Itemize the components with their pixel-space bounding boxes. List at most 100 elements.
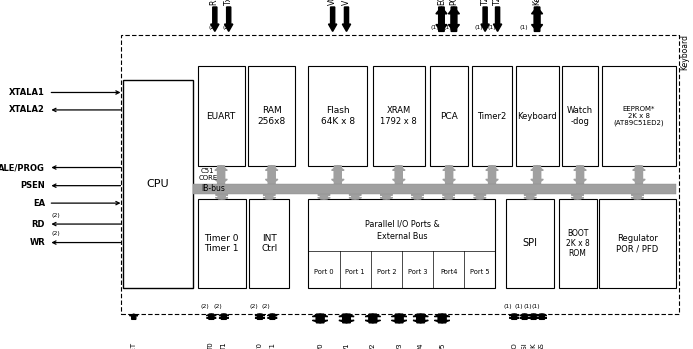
Text: (1): (1) bbox=[504, 304, 512, 309]
Text: Port4: Port4 bbox=[440, 269, 457, 275]
Text: (1): (1) bbox=[475, 25, 483, 30]
Text: (2): (2) bbox=[52, 213, 61, 218]
Bar bbox=[516, 66, 559, 166]
FancyArrow shape bbox=[263, 194, 276, 199]
FancyArrow shape bbox=[365, 314, 380, 323]
FancyArrow shape bbox=[207, 314, 216, 319]
Text: RD: RD bbox=[32, 220, 45, 229]
Text: (1): (1) bbox=[444, 25, 452, 30]
Bar bbox=[373, 66, 425, 166]
Text: INT0: INT0 bbox=[257, 342, 263, 349]
Text: T0: T0 bbox=[209, 342, 214, 349]
FancyArrow shape bbox=[443, 166, 455, 184]
FancyArrow shape bbox=[531, 166, 543, 184]
Text: ECI: ECI bbox=[437, 0, 446, 5]
Bar bbox=[308, 199, 495, 288]
Bar bbox=[599, 199, 676, 288]
Text: P2: P2 bbox=[370, 342, 376, 349]
FancyArrow shape bbox=[392, 314, 407, 323]
FancyArrow shape bbox=[263, 194, 276, 199]
FancyArrow shape bbox=[537, 314, 547, 319]
FancyArrow shape bbox=[571, 194, 584, 199]
Text: EA: EA bbox=[33, 199, 45, 208]
FancyArrow shape bbox=[365, 314, 380, 323]
Text: SS: SS bbox=[539, 342, 545, 349]
FancyArrow shape bbox=[265, 166, 278, 184]
FancyArrow shape bbox=[211, 7, 219, 31]
FancyArrow shape bbox=[443, 166, 455, 184]
FancyArrow shape bbox=[529, 314, 538, 319]
FancyArrow shape bbox=[380, 194, 392, 199]
Text: (2): (2) bbox=[249, 304, 258, 309]
FancyArrow shape bbox=[474, 194, 486, 199]
FancyArrow shape bbox=[413, 314, 428, 323]
Text: V SS: V SS bbox=[342, 0, 351, 5]
Text: SPI: SPI bbox=[523, 238, 538, 248]
FancyArrow shape bbox=[633, 166, 645, 184]
Text: ALE/PROG: ALE/PROG bbox=[0, 163, 45, 172]
FancyArrow shape bbox=[442, 194, 455, 199]
FancyArrow shape bbox=[509, 314, 519, 319]
Text: MISO: MISO bbox=[511, 342, 517, 349]
Text: Timer2: Timer2 bbox=[477, 112, 507, 120]
FancyArrow shape bbox=[537, 314, 547, 319]
Text: Timer 0
Timer 1: Timer 0 Timer 1 bbox=[204, 234, 239, 253]
FancyArrow shape bbox=[349, 194, 362, 199]
FancyArrow shape bbox=[255, 314, 265, 319]
Text: Keyboard: Keyboard bbox=[681, 34, 689, 70]
Bar bbox=[249, 199, 289, 288]
FancyArrow shape bbox=[215, 166, 227, 184]
FancyArrow shape bbox=[474, 194, 486, 199]
Text: (2): (2) bbox=[222, 25, 231, 30]
FancyArrow shape bbox=[574, 166, 586, 184]
Text: (1): (1) bbox=[520, 25, 528, 30]
Bar bbox=[559, 199, 597, 288]
Text: PSEN: PSEN bbox=[20, 181, 45, 190]
Text: Port 5: Port 5 bbox=[470, 269, 490, 275]
Text: RESET: RESET bbox=[131, 342, 137, 349]
Text: P3: P3 bbox=[396, 342, 402, 349]
FancyArrow shape bbox=[216, 194, 228, 199]
Text: CPU: CPU bbox=[147, 179, 169, 189]
FancyArrow shape bbox=[435, 314, 450, 323]
Bar bbox=[562, 66, 598, 166]
FancyArrow shape bbox=[448, 7, 459, 31]
FancyArrow shape bbox=[486, 166, 498, 184]
Text: PCA: PCA bbox=[450, 0, 458, 5]
Text: (2): (2) bbox=[262, 304, 270, 309]
Text: PCA: PCA bbox=[440, 112, 458, 120]
Text: VCC: VCC bbox=[328, 0, 337, 5]
Text: Flash
64K x 8: Flash 64K x 8 bbox=[321, 106, 355, 126]
Text: Keyboard: Keyboard bbox=[517, 112, 557, 120]
Text: SCK: SCK bbox=[531, 342, 536, 349]
Text: BOOT
2K x 8
ROM: BOOT 2K x 8 ROM bbox=[565, 229, 590, 258]
Bar bbox=[198, 66, 245, 166]
FancyArrow shape bbox=[225, 7, 233, 31]
Text: P4: P4 bbox=[418, 342, 423, 349]
FancyArrow shape bbox=[216, 194, 228, 199]
FancyArrow shape bbox=[631, 194, 644, 199]
Bar bbox=[248, 66, 295, 166]
FancyArrow shape bbox=[633, 166, 645, 184]
FancyArrow shape bbox=[493, 7, 502, 31]
Text: Rx D: Rx D bbox=[211, 0, 219, 5]
Text: Port 1: Port 1 bbox=[345, 269, 365, 275]
FancyArrow shape bbox=[448, 7, 459, 31]
Text: T1: T1 bbox=[221, 342, 227, 349]
Text: Regulator
POR / PFD: Regulator POR / PFD bbox=[617, 234, 658, 253]
FancyArrow shape bbox=[342, 7, 351, 31]
FancyArrow shape bbox=[436, 7, 447, 31]
FancyArrow shape bbox=[392, 314, 407, 323]
FancyArrow shape bbox=[349, 194, 362, 199]
FancyArrow shape bbox=[130, 314, 138, 319]
Text: T2: T2 bbox=[493, 0, 502, 5]
Text: (2): (2) bbox=[209, 25, 217, 30]
FancyArrow shape bbox=[392, 166, 405, 184]
FancyArrow shape bbox=[265, 166, 278, 184]
Text: P0: P0 bbox=[317, 342, 323, 349]
Text: IB-bus: IB-bus bbox=[201, 184, 225, 193]
FancyArrow shape bbox=[215, 166, 227, 184]
Text: (2): (2) bbox=[52, 231, 61, 236]
Bar bbox=[193, 184, 676, 194]
Text: P1: P1 bbox=[344, 342, 349, 349]
